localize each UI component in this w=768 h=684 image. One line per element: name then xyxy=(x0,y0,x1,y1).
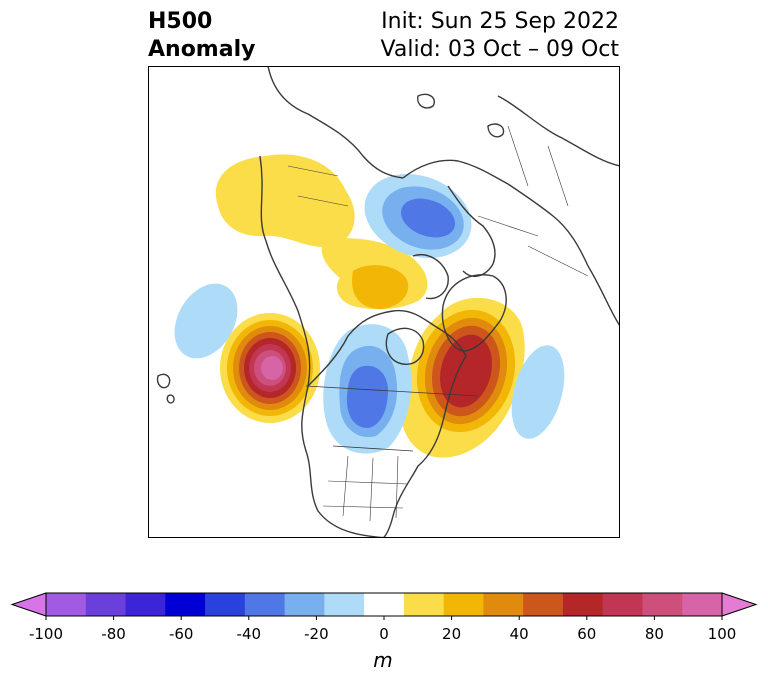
colorbar-swatch xyxy=(165,593,206,616)
anomaly-map xyxy=(148,66,620,538)
colorbar-tick-label: -20 xyxy=(304,625,329,643)
colorbar-tick-label: -40 xyxy=(237,625,262,643)
colorbar-swatch xyxy=(46,593,87,616)
colorbar-swatch xyxy=(642,593,683,616)
colorbar-tick-label: 40 xyxy=(510,625,529,643)
colorbar-swatch xyxy=(523,593,564,616)
colorbar-tick-label: 20 xyxy=(442,625,461,643)
coastlines xyxy=(156,66,620,538)
colorbar-tick-label: -60 xyxy=(169,625,194,643)
colorbar-swatch xyxy=(443,593,484,616)
colorbar-swatch xyxy=(244,593,286,616)
colorbar-swatch xyxy=(682,593,723,616)
colorbar-swatch xyxy=(483,593,524,616)
colorbar-swatch xyxy=(205,593,246,616)
colorbar-extend-max xyxy=(721,592,758,617)
anomaly-shading xyxy=(174,154,565,458)
colorbar-swatch xyxy=(125,593,166,616)
colorbar-unit-label: m xyxy=(373,648,392,672)
colorbar-tick-label: 80 xyxy=(645,625,664,643)
colorbar-swatches xyxy=(10,592,758,617)
valid-range: Valid: 03 Oct – 09 Oct xyxy=(380,37,619,62)
colorbar-swatch xyxy=(403,593,445,616)
colorbar-tick-label: 100 xyxy=(708,625,737,643)
colorbar-swatch xyxy=(324,593,365,616)
colorbar-tick-label: 0 xyxy=(379,625,389,643)
colorbar-tick-label: -80 xyxy=(101,625,126,643)
title-line-1: H500 xyxy=(148,9,213,34)
colorbar-swatch xyxy=(602,593,643,616)
init-date: Init: Sun 25 Sep 2022 xyxy=(381,9,619,34)
colorbar-swatch xyxy=(284,593,325,616)
date-block: Init: Sun 25 Sep 2022 Valid: 03 Oct – 09… xyxy=(381,8,619,64)
colorbar-swatch xyxy=(85,593,127,616)
title-line-2: Anomaly xyxy=(148,37,256,62)
colorbar-ticks: -100 -80 -60 -40 -20 0 20 40 60 80 100 xyxy=(29,616,736,643)
colorbar-tick-label: -100 xyxy=(29,625,63,643)
colorbar-swatch xyxy=(562,593,604,616)
colorbar-tick-label: 60 xyxy=(577,625,596,643)
chart-title: H500 Anomaly xyxy=(148,8,255,64)
colorbar-swatch xyxy=(364,593,405,616)
colorbar: -100 -80 -60 -40 -20 0 20 40 60 80 100 m xyxy=(0,585,768,684)
colorbar-extend-min xyxy=(10,592,47,617)
